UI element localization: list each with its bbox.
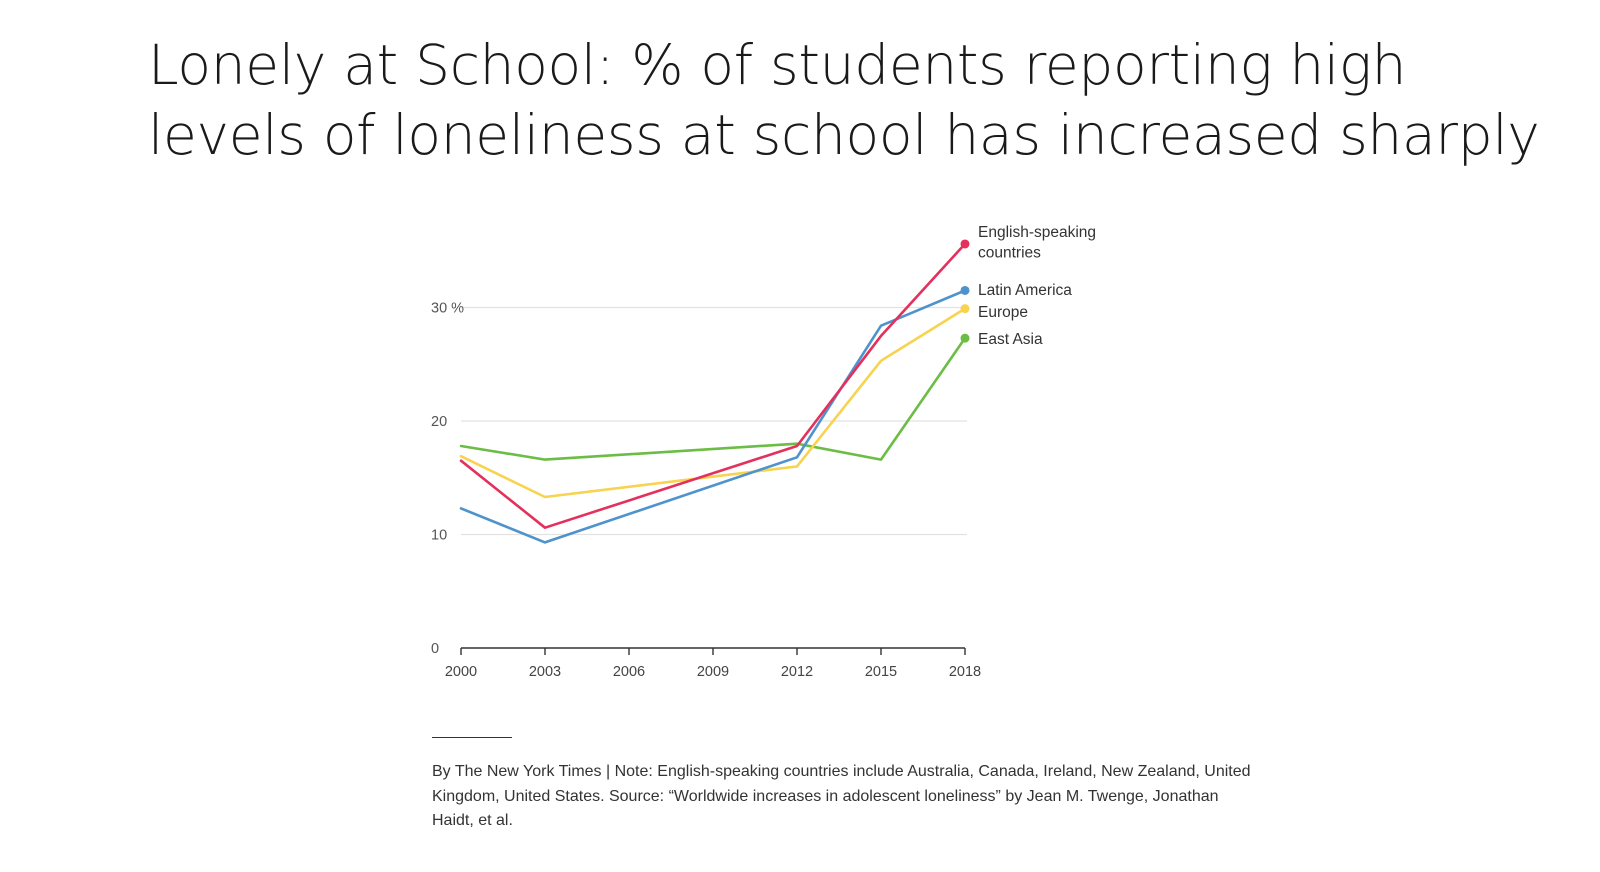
title-line-2: levels of loneliness at school has incre… [148, 103, 1540, 167]
series-label-line: English-speaking [978, 224, 1096, 241]
series-end-dot [960, 333, 970, 343]
y-tick-label: 20 [431, 414, 447, 430]
series-end-dot [960, 285, 970, 295]
x-axis: 2000 2003 2006 2009 2012 2015 2018 [445, 647, 981, 680]
x-tick-label: 2009 [697, 664, 729, 680]
series-line [459, 242, 967, 529]
note-divider [432, 737, 512, 738]
series-label: English-speaking countries [978, 224, 1096, 262]
series-lines [459, 239, 970, 544]
series-line [459, 289, 967, 544]
source-note: By The New York Times | Note: English-sp… [432, 763, 1251, 829]
series-label: East Asia [978, 331, 1043, 348]
series-end-dot [960, 304, 970, 314]
series-line [459, 336, 967, 461]
x-tick-label: 2006 [613, 664, 645, 680]
title-line-1: Lonely at School: % of students reportin… [148, 33, 1407, 97]
series-label: Latin America [978, 282, 1072, 299]
y-tick-label: 30 % [431, 301, 464, 317]
y-tick-label: 10 [431, 528, 447, 544]
series-label-line: Europe [978, 304, 1028, 321]
series-end-dot [960, 239, 970, 249]
x-tick-label: 2012 [781, 664, 813, 680]
series-label: Europe [978, 304, 1028, 321]
x-tick-label: 2000 [445, 664, 477, 680]
gridlines [461, 306, 967, 536]
chart-title: Lonely at School: % of students reportin… [148, 30, 1568, 170]
series-line [459, 307, 967, 499]
y-axis-labels: 0 10 20 30 % [431, 301, 464, 658]
series-label-line: Latin America [978, 282, 1072, 299]
series-label-line: East Asia [978, 331, 1043, 348]
x-tick-label: 2018 [949, 664, 981, 680]
series-labels: East Asia Europe Latin America English-spea… [978, 224, 1096, 348]
y-tick-label: 0 [431, 641, 439, 657]
x-tick-label: 2015 [865, 664, 897, 680]
series-label-line: countries [978, 245, 1041, 262]
x-tick-label: 2003 [529, 664, 561, 680]
